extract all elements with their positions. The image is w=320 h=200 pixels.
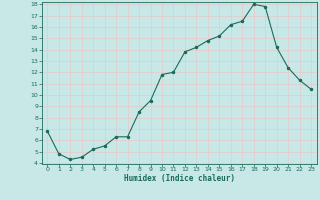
X-axis label: Humidex (Indice chaleur): Humidex (Indice chaleur) <box>124 174 235 183</box>
